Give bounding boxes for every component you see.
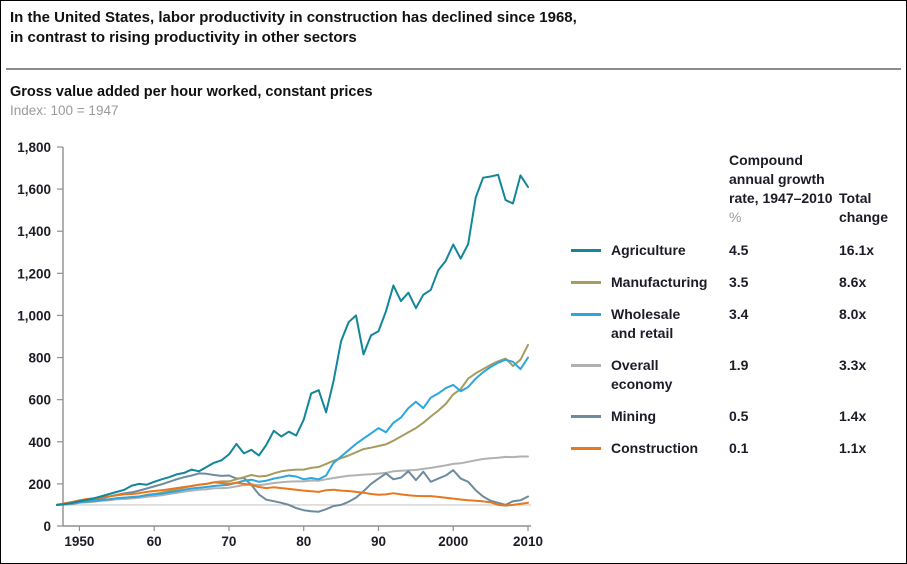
legend-label-line: economy — [611, 376, 673, 392]
legend-label: Construction — [611, 439, 729, 458]
legend-total-change-value: 3.3x — [839, 357, 867, 373]
legend-swatch-agriculture — [571, 249, 601, 252]
y-axis-tick-label: 1,400 — [17, 224, 51, 239]
legend-row-manufacturing: Manufacturing 3.5 8.6x — [567, 273, 905, 292]
legend-total-change-value: 8.0x — [839, 306, 867, 322]
y-axis-tick-label: 400 — [28, 435, 51, 450]
legend-label-line: Overall — [611, 357, 659, 373]
exhibit-title: In the United States, labor productivity… — [10, 8, 577, 48]
productivity-line-chart: 0 200 400 600 800 1,000 1,200 1,400 1,600 1,800 19… — [17, 140, 543, 549]
legend-total-change-value: 1.1x — [839, 440, 867, 456]
legend-swatch-mining — [571, 415, 601, 418]
legend-row-overall-economy: Overall economy 1.9 3.3x — [567, 356, 905, 394]
legend-label: Agriculture — [611, 241, 729, 260]
x-axis-tick-label: 1950 — [64, 534, 94, 549]
series-line-agriculture — [56, 173, 529, 506]
legend-label: Mining — [611, 407, 729, 426]
legend: Compound annual growth rate, 1947–2010 %… — [567, 151, 905, 471]
legend-cagr-value: 1.9 — [729, 357, 749, 373]
x-axis-tick-label: 2010 — [513, 534, 543, 549]
legend-col-cagr: Compound annual growth rate, 1947–2010 % — [729, 151, 839, 227]
legend-swatch-construction — [571, 447, 601, 450]
series-line-mining — [56, 469, 529, 513]
series-line-wholesale-and-retail — [56, 356, 529, 506]
legend-total-change-value: 8.6x — [839, 274, 867, 290]
legend-label: Wholesale and retail — [611, 305, 729, 343]
legend-label-line: and retail — [611, 325, 674, 341]
y-axis-tick-label: 1,600 — [17, 182, 51, 197]
legend-col-header-total: Total change — [839, 190, 889, 225]
legend-label: Overall economy — [611, 356, 729, 394]
legend-row-mining: Mining 0.5 1.4x — [567, 407, 905, 426]
legend-label: Manufacturing — [611, 273, 729, 292]
y-axis-tick-label: 0 — [43, 519, 51, 534]
x-axis-tick-label: 90 — [371, 534, 386, 549]
legend-swatch-wholesale-and-retail — [571, 313, 601, 316]
legend-cagr-value: 0.5 — [729, 408, 749, 424]
chart-index-note: Index: 100 = 1947 — [10, 103, 119, 118]
y-axis-tick-label: 600 — [28, 393, 51, 408]
y-axis-tick-label: 1,000 — [17, 308, 51, 323]
legend-cagr-value: 3.4 — [729, 306, 749, 322]
legend-col-header-cagr: Compound annual growth rate, 1947–2010 — [729, 152, 833, 206]
legend-label-line: Manufacturing — [611, 274, 708, 290]
legend-cagr-value: 0.1 — [729, 440, 749, 456]
y-axis-tick-label: 800 — [28, 351, 51, 366]
legend-cagr-value: 3.5 — [729, 274, 749, 290]
y-axis-tick-label: 1,200 — [17, 266, 51, 281]
legend-cagr-value: 4.5 — [729, 242, 749, 258]
legend-rows: Agriculture 4.5 16.1x Manufacturing 3.5 8.6x W… — [567, 241, 905, 458]
y-axis-tick-label: 1,800 — [17, 140, 51, 155]
legend-label-line: Mining — [611, 408, 657, 424]
legend-label-line: Construction — [611, 440, 699, 456]
legend-swatch-manufacturing — [571, 281, 601, 284]
exhibit-title-line1: In the United States, labor productivity… — [10, 9, 577, 26]
x-axis-tick-label: 2000 — [438, 534, 468, 549]
x-axis-tick-label: 60 — [147, 534, 162, 549]
legend-row-wholesale-and-retail: Wholesale and retail 3.4 8.0x — [567, 305, 905, 343]
series-line-overall-economy — [56, 455, 529, 506]
divider-rule — [6, 68, 901, 70]
x-axis-tick-label: 70 — [221, 534, 236, 549]
legend-swatch-overall-economy — [571, 364, 601, 367]
legend-label-line: Agriculture — [611, 242, 686, 258]
x-axis-tick-label: 80 — [296, 534, 311, 549]
exhibit-title-line2: in contrast to rising productivity in ot… — [10, 29, 357, 46]
legend-header: Compound annual growth rate, 1947–2010 %… — [567, 151, 905, 227]
y-axis-tick-label: 200 — [28, 477, 51, 492]
legend-col-unit-percent: % — [729, 209, 742, 225]
legend-row-construction: Construction 0.1 1.1x — [567, 439, 905, 458]
legend-label-line: Wholesale — [611, 306, 681, 322]
legend-row-agriculture: Agriculture 4.5 16.1x — [567, 241, 905, 260]
legend-total-change-value: 1.4x — [839, 408, 867, 424]
legend-total-change-value: 16.1x — [839, 242, 875, 258]
chart-subtitle: Gross value added per hour worked, const… — [10, 84, 373, 100]
series-line-construction — [56, 481, 529, 507]
